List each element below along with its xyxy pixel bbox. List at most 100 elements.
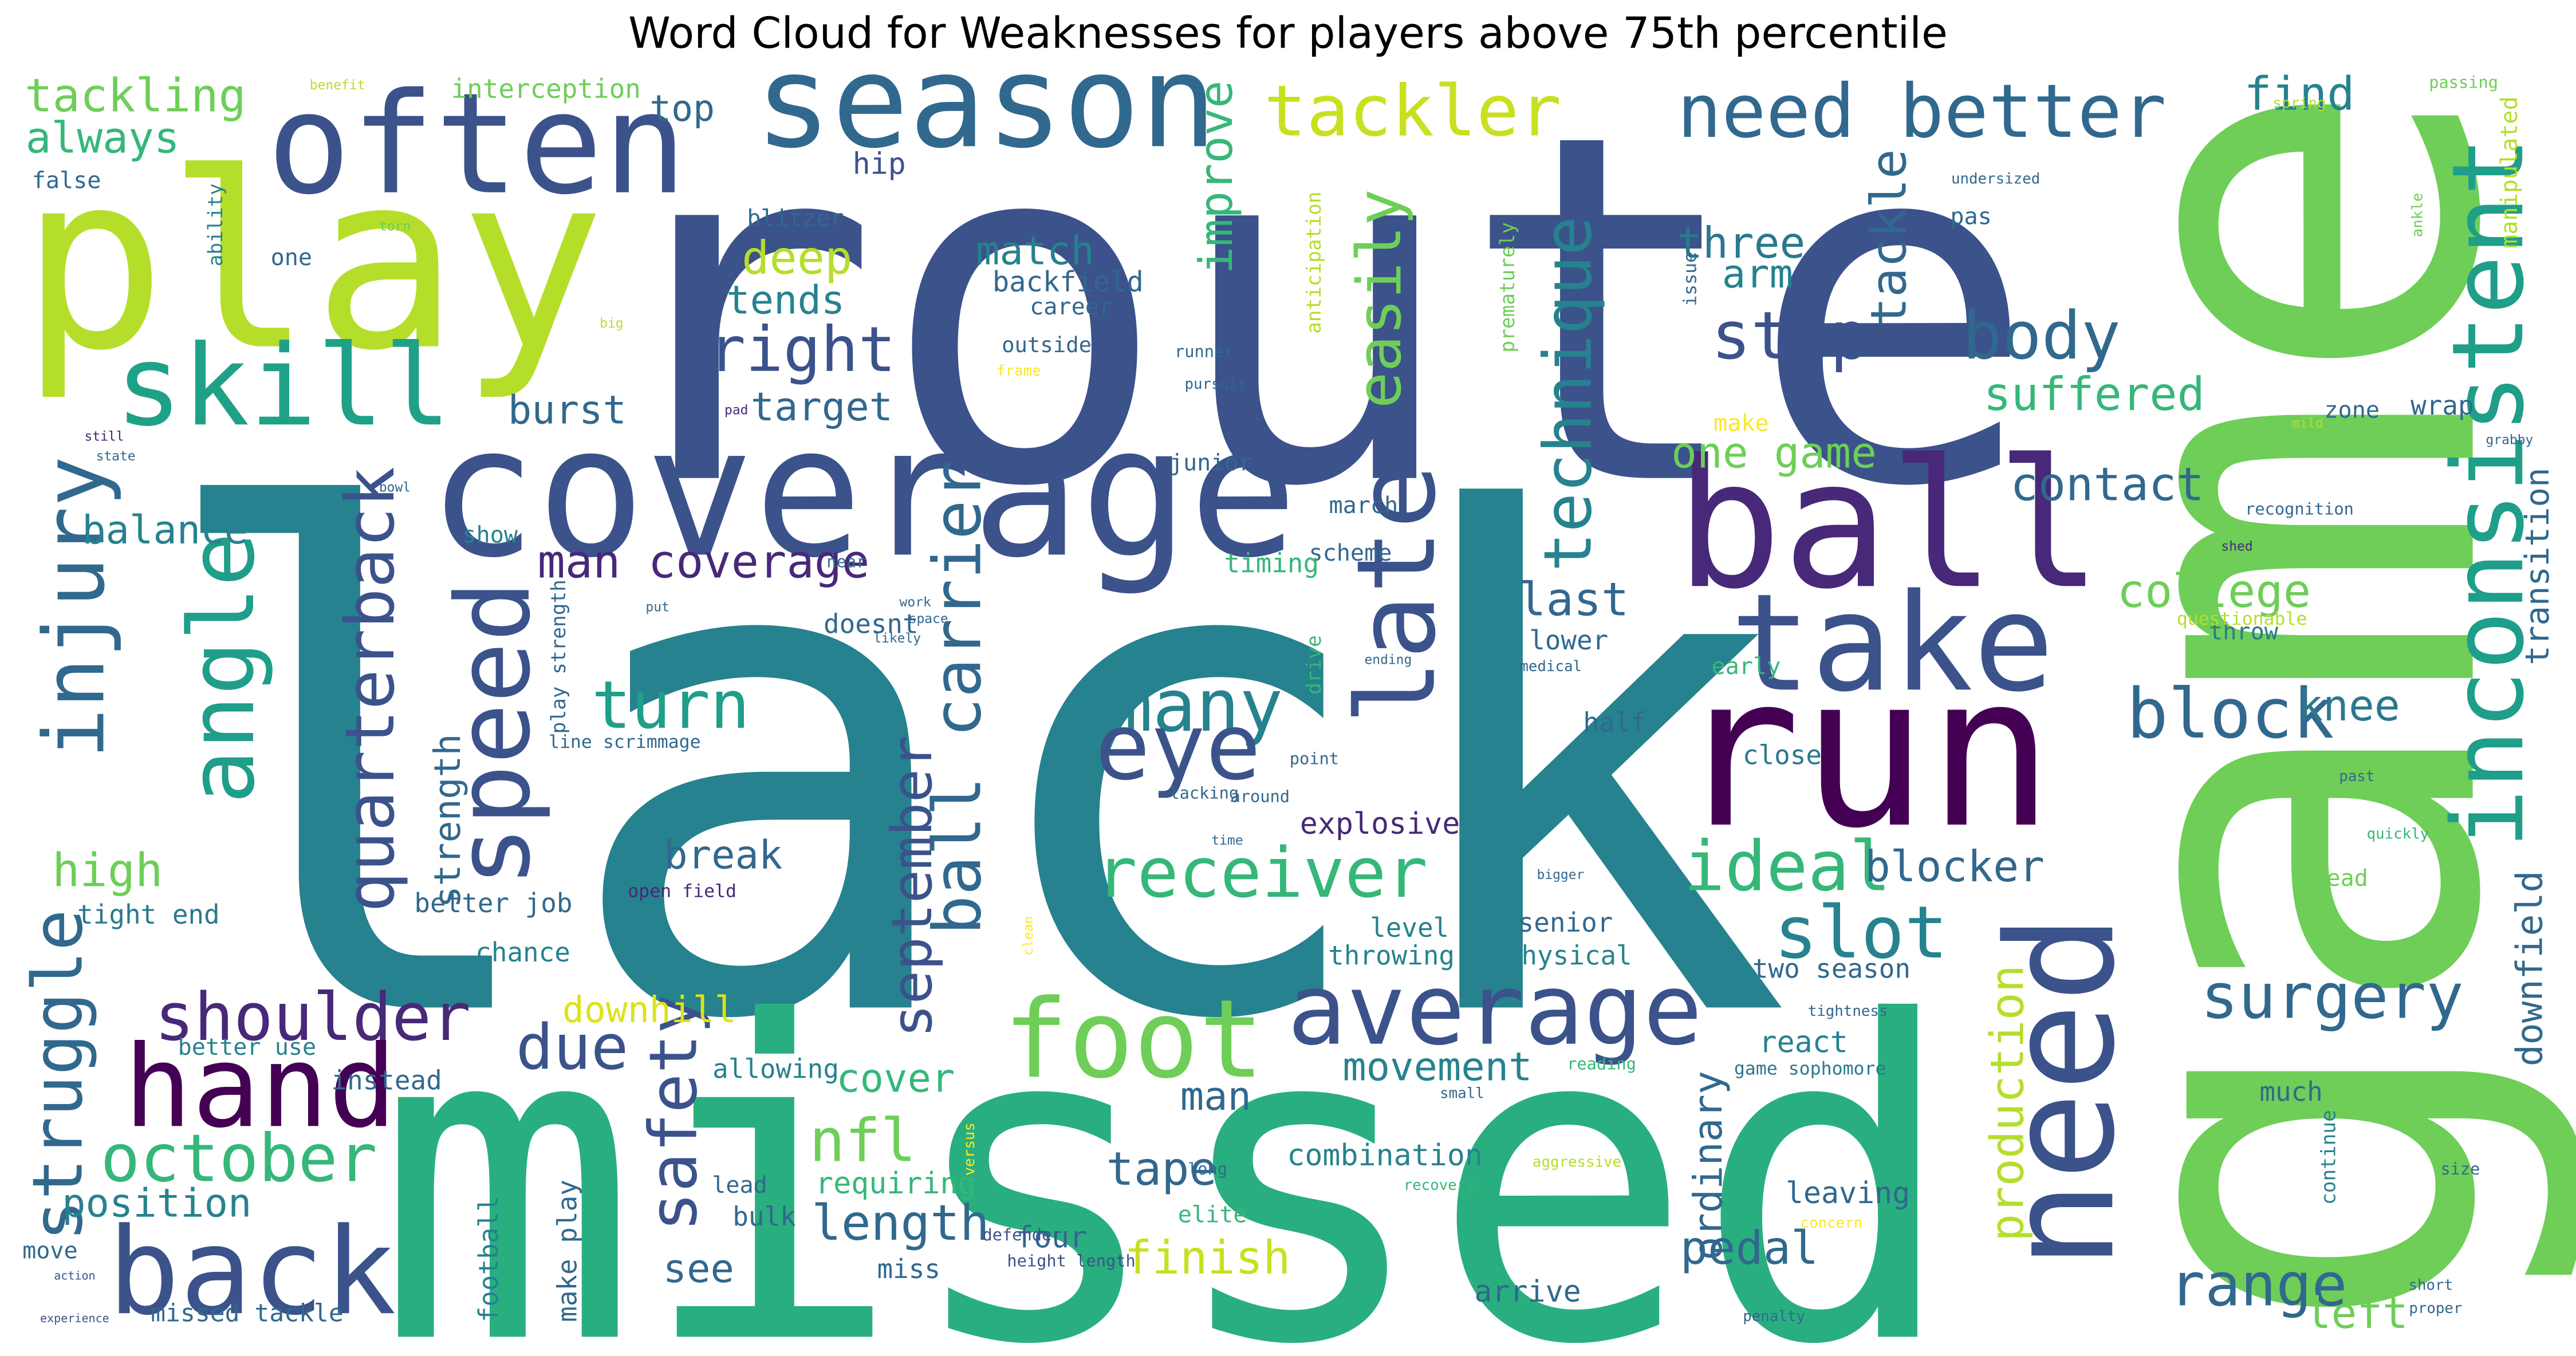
word: penalty [1743, 1308, 1805, 1325]
word: interception [451, 73, 641, 104]
word: tape [1106, 1142, 1217, 1196]
word: eye [1095, 693, 1261, 801]
word: drive [1303, 635, 1326, 695]
word: due [516, 1011, 629, 1084]
word: game [1986, 73, 2576, 1338]
word: cover [836, 1056, 955, 1102]
word: put [645, 600, 669, 615]
word: show [462, 522, 518, 549]
word: questionable [2177, 609, 2307, 629]
word: short [2408, 1277, 2453, 1294]
word: action [54, 1269, 95, 1283]
word: many [1109, 664, 1283, 748]
word: three [1677, 218, 1805, 268]
word: outside [1002, 332, 1092, 357]
word: foot [1003, 976, 1265, 1102]
word: pedal [1680, 1221, 1819, 1275]
word: elite [1178, 1201, 1247, 1228]
word: need better [1677, 69, 2166, 155]
word: time [1211, 833, 1243, 848]
word: safety [636, 995, 712, 1232]
word: ability [204, 183, 227, 266]
word: late [1333, 464, 1460, 725]
word: small [1440, 1085, 1484, 1102]
word: skill [115, 321, 451, 451]
word: scheme [1309, 540, 1392, 566]
word: requiring [816, 1166, 976, 1201]
word: blitzer [747, 205, 844, 231]
word: experience [40, 1311, 109, 1325]
word: ordinary [1685, 1071, 1731, 1260]
word: manipulated [2496, 96, 2523, 249]
word: tackler [1264, 70, 1562, 152]
word: torn [379, 219, 411, 234]
word: two season [1752, 953, 1911, 984]
word: bulk [732, 1201, 795, 1232]
word: read [2313, 865, 2368, 892]
word: runner [1175, 342, 1234, 361]
word: ideal [1683, 827, 1890, 907]
word: ankle [2409, 193, 2426, 238]
word: pursuit [1185, 376, 1247, 393]
word: break [664, 833, 782, 878]
word: react [1759, 1025, 1848, 1059]
word: shoulder [155, 980, 471, 1056]
word: explosive [1300, 807, 1460, 841]
word: one game [1671, 428, 1877, 478]
word: tends [726, 278, 845, 324]
word: man coverage [537, 534, 869, 588]
word: allowing [712, 1053, 839, 1084]
word: september [880, 735, 944, 1038]
word: target [751, 384, 893, 430]
word: throwing [1328, 940, 1455, 971]
word: arrive [1474, 1275, 1581, 1309]
chart-title: Word Cloud for Weaknesses for players ab… [628, 9, 1948, 58]
word: movement [1342, 1044, 1532, 1090]
word: clean [1021, 916, 1036, 956]
word: instead [331, 1065, 442, 1095]
word: slot [1774, 890, 1948, 975]
word: close [1743, 740, 1822, 771]
word: open field [628, 881, 736, 902]
word: size [2440, 1159, 2480, 1178]
word: knee [2297, 681, 2400, 731]
word: shed [2221, 539, 2252, 554]
word: one [271, 245, 312, 271]
word: point [1290, 748, 1339, 768]
word: senior [1518, 907, 1613, 938]
word: doesnt [824, 608, 919, 639]
word: grabby [2486, 432, 2534, 447]
word: timing [1224, 547, 1319, 578]
word: range [2169, 1251, 2347, 1320]
word: tackling [25, 68, 246, 122]
word: run [1675, 629, 2054, 874]
word: match [976, 228, 1094, 274]
word: better use [178, 1034, 317, 1061]
word: high [52, 843, 163, 897]
word: passing [2429, 72, 2498, 92]
word: miss [877, 1253, 940, 1284]
word: game sophomore [1734, 1058, 1886, 1079]
word: football [473, 1196, 504, 1322]
word: frame [996, 362, 1041, 380]
word: struggle [18, 909, 99, 1241]
word: recognition [2245, 499, 2354, 519]
word: route [590, 32, 2039, 592]
word: half [1583, 707, 1646, 738]
word: ball carrier [920, 460, 996, 935]
word: height length [1007, 1251, 1135, 1271]
word: tackle [1860, 149, 1917, 327]
word: need [1975, 914, 2147, 1270]
word: reading [1567, 1054, 1636, 1074]
word: balance [82, 507, 248, 553]
word: leaving [1786, 1176, 1910, 1211]
word: backfield [992, 266, 1144, 298]
word: blocker [1865, 842, 2045, 892]
word: nfl [809, 1106, 916, 1175]
word: take [1730, 565, 2054, 722]
word: inconsistent [2431, 137, 2546, 849]
word: medical [1519, 658, 1582, 675]
word: improve [1189, 80, 1243, 274]
